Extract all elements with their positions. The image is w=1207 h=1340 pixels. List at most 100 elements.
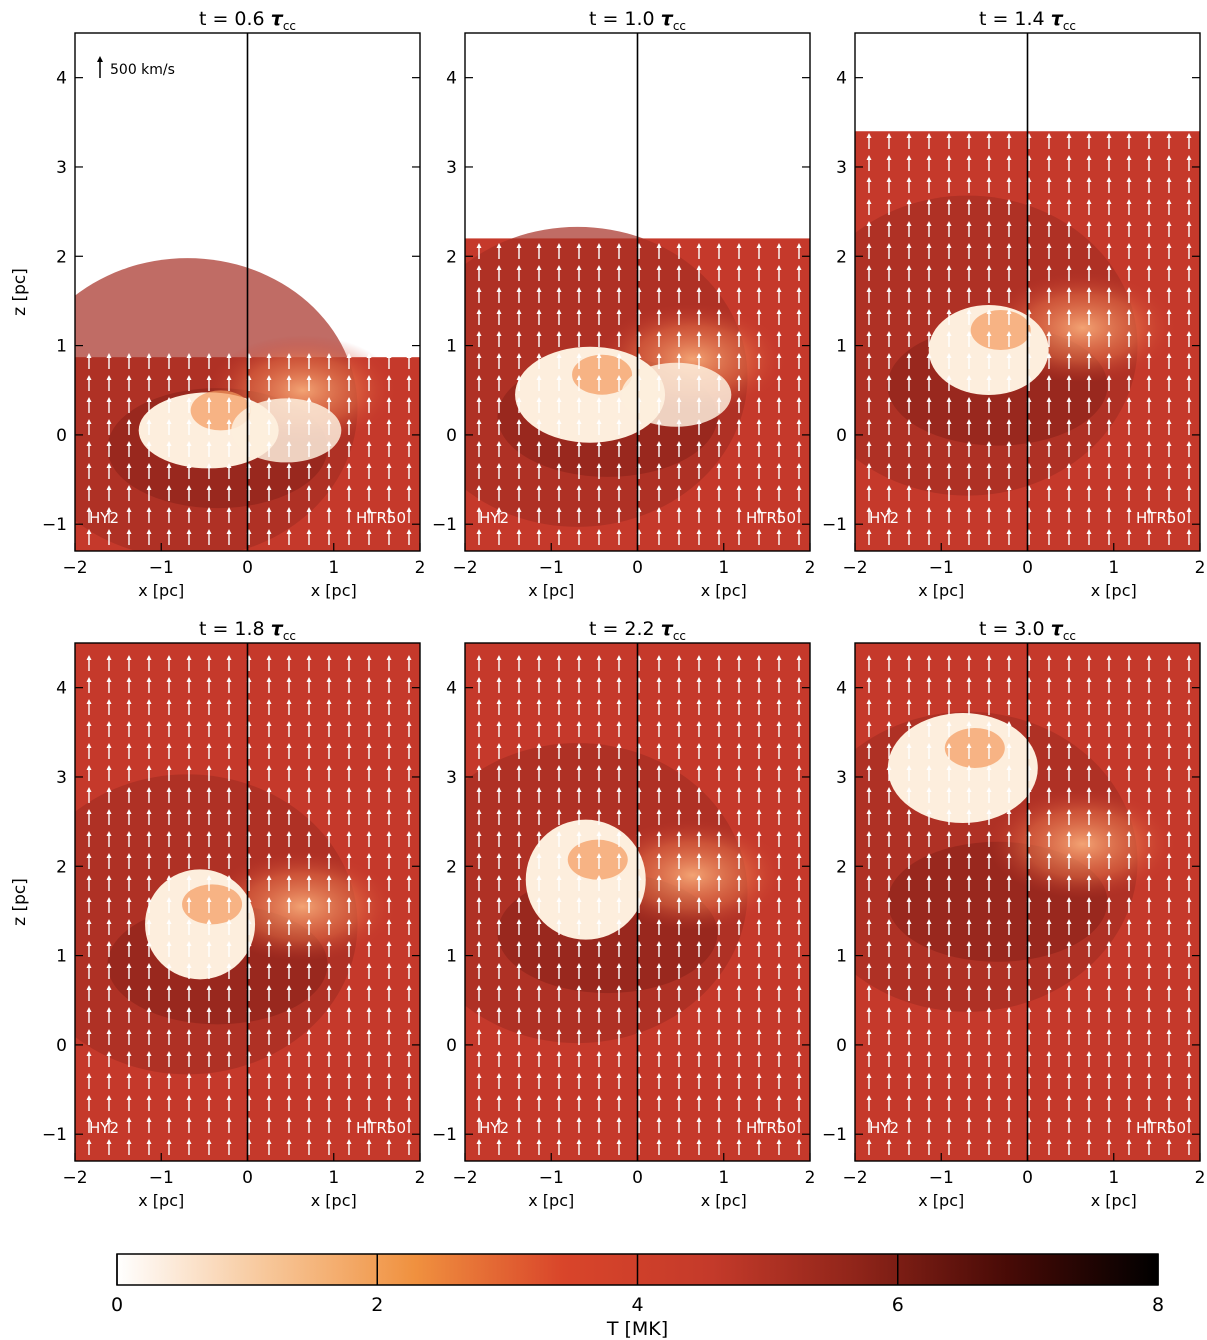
velocity-arrowhead xyxy=(1126,743,1132,748)
velocity-arrowhead xyxy=(556,529,562,534)
velocity-arrowhead xyxy=(86,787,92,792)
velocity-arrowhead xyxy=(676,743,682,748)
x-tick-label: −1 xyxy=(539,558,564,578)
velocity-arrowhead xyxy=(146,721,152,726)
velocity-arrowhead xyxy=(716,897,722,902)
velocity-arrowhead xyxy=(536,1139,542,1144)
y-tick-label: 1 xyxy=(836,337,847,357)
velocity-arrowhead xyxy=(496,831,502,836)
velocity-arrowhead xyxy=(496,309,502,314)
velocity-arrowhead xyxy=(776,963,782,968)
velocity-arrowhead xyxy=(616,743,622,748)
velocity-arrowhead xyxy=(516,677,522,682)
velocity-arrowhead xyxy=(946,787,952,792)
velocity-arrowhead xyxy=(496,919,502,924)
velocity-arrowhead xyxy=(676,287,682,292)
velocity-arrowhead xyxy=(926,353,932,358)
velocity-arrowhead xyxy=(676,963,682,968)
velocity-arrowhead xyxy=(1106,463,1112,468)
velocity-arrowhead xyxy=(736,897,742,902)
velocity-arrowhead xyxy=(536,677,542,682)
velocity-arrowhead xyxy=(796,265,802,270)
velocity-arrowhead xyxy=(926,441,932,446)
velocity-arrowhead xyxy=(616,1051,622,1056)
velocity-arrowhead xyxy=(946,765,952,770)
velocity-arrowhead xyxy=(346,831,352,836)
velocity-arrowhead xyxy=(346,1051,352,1056)
velocity-arrowhead xyxy=(226,529,232,534)
velocity-arrowhead xyxy=(866,809,872,814)
velocity-arrowhead xyxy=(736,463,742,468)
velocity-arrowhead xyxy=(1186,353,1192,358)
velocity-arrowhead xyxy=(676,485,682,490)
velocity-arrowhead xyxy=(206,765,212,770)
velocity-arrowhead xyxy=(286,655,292,660)
velocity-arrowhead xyxy=(1106,809,1112,814)
velocity-arrowhead xyxy=(1186,419,1192,424)
velocity-arrowhead xyxy=(206,1007,212,1012)
velocity-arrowhead xyxy=(676,397,682,402)
velocity-arrowhead xyxy=(1146,875,1152,880)
velocity-arrowhead xyxy=(496,441,502,446)
velocity-arrowhead xyxy=(206,1139,212,1144)
velocity-arrowhead xyxy=(906,743,912,748)
y-tick-label: 0 xyxy=(446,426,457,446)
velocity-arrowhead xyxy=(796,375,802,380)
x-tick-label: −1 xyxy=(929,558,954,578)
velocity-arrowhead xyxy=(1146,765,1152,770)
velocity-arrowhead xyxy=(496,743,502,748)
velocity-arrowhead xyxy=(616,507,622,512)
velocity-arrowhead xyxy=(286,875,292,880)
velocity-arrowhead xyxy=(106,919,112,924)
y-tick-label: 1 xyxy=(836,947,847,967)
velocity-arrowhead xyxy=(1046,529,1052,534)
velocity-arrowhead xyxy=(126,677,132,682)
velocity-arrowhead xyxy=(596,309,602,314)
velocity-arrowhead xyxy=(346,1095,352,1100)
velocity-arrowhead xyxy=(716,941,722,946)
velocity-arrowhead xyxy=(596,1073,602,1078)
velocity-arrowhead xyxy=(1046,287,1052,292)
velocity-arrowhead xyxy=(536,1073,542,1078)
velocity-arrowhead xyxy=(536,309,542,314)
velocity-arrowhead xyxy=(576,265,582,270)
velocity-arrowhead xyxy=(346,897,352,902)
velocity-arrowhead xyxy=(736,919,742,924)
velocity-arrowhead xyxy=(1086,375,1092,380)
velocity-arrowhead xyxy=(1006,853,1012,858)
velocity-arrowhead xyxy=(406,699,412,704)
velocity-arrowhead xyxy=(1106,1007,1112,1012)
velocity-arrowhead xyxy=(1086,941,1092,946)
velocity-arrowhead xyxy=(266,897,272,902)
velocity-arrowhead xyxy=(326,485,332,490)
velocity-arrowhead xyxy=(126,699,132,704)
velocity-arrowhead xyxy=(946,831,952,836)
velocity-arrowhead xyxy=(1046,1051,1052,1056)
velocity-arrowhead xyxy=(1046,507,1052,512)
velocity-arrowhead xyxy=(776,309,782,314)
velocity-arrowhead xyxy=(796,397,802,402)
velocity-arrowhead xyxy=(596,787,602,792)
velocity-arrowhead xyxy=(86,353,92,358)
velocity-arrowhead xyxy=(616,485,622,490)
panel-label: HTR50 xyxy=(746,509,796,527)
velocity-arrowhead xyxy=(1186,699,1192,704)
velocity-arrowhead xyxy=(736,397,742,402)
velocity-arrowhead xyxy=(406,397,412,402)
velocity-arrowhead xyxy=(266,721,272,726)
velocity-arrowhead xyxy=(716,743,722,748)
velocity-arrowhead xyxy=(656,243,662,248)
velocity-arrowhead xyxy=(576,831,582,836)
velocity-arrowhead xyxy=(206,963,212,968)
velocity-arrowhead xyxy=(1126,963,1132,968)
velocity-arrowhead xyxy=(576,963,582,968)
velocity-arrowhead xyxy=(1186,485,1192,490)
velocity-arrowhead xyxy=(1086,1007,1092,1012)
velocity-arrowhead xyxy=(1186,963,1192,968)
velocity-arrowhead xyxy=(1146,309,1152,314)
velocity-arrowhead xyxy=(596,507,602,512)
velocity-arrowhead xyxy=(1146,397,1152,402)
velocity-arrowhead xyxy=(696,677,702,682)
cloud-edge xyxy=(567,839,628,880)
velocity-arrowhead xyxy=(1106,243,1112,248)
